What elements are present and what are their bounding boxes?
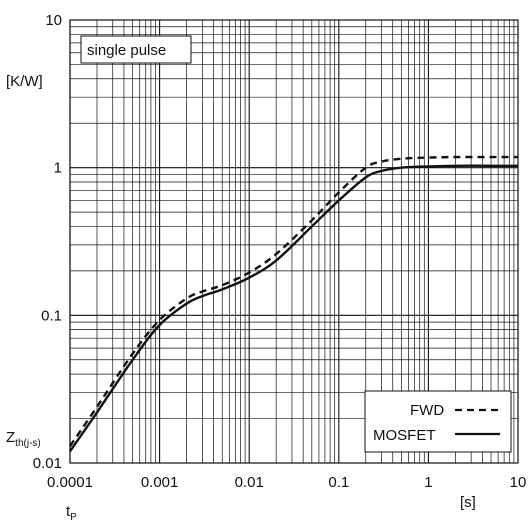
tick-labels: 0.0001 0.001 0.01 0.1 1 10 0.01 0.1 1 10 xyxy=(33,12,527,491)
legend: FWD MOSFET xyxy=(364,390,512,453)
y-axis-symbol: Zth(j-s) xyxy=(6,429,41,449)
plot-frame xyxy=(69,19,519,464)
series-line-fwd xyxy=(69,155,518,447)
series-layer xyxy=(69,155,518,452)
x-tick-label: 0.1 xyxy=(328,474,349,491)
x-unit-label: [s] xyxy=(460,494,476,511)
legend-label-fwd: FWD xyxy=(410,402,444,419)
x-symbol-main: t xyxy=(66,503,71,520)
annotation-box: single pulse xyxy=(80,35,192,64)
x-symbol-sub: P xyxy=(70,512,77,523)
x-tick-label: 0.001 xyxy=(141,474,179,491)
y-symbol-sub: th(j-s) xyxy=(15,438,41,449)
x-tick-label: 0.01 xyxy=(235,474,264,491)
annotation-label: single pulse xyxy=(87,42,166,59)
y-symbol-main: Z xyxy=(6,429,15,446)
x-tick-label: 1 xyxy=(424,474,432,491)
y-tick-label: 0.1 xyxy=(41,307,62,324)
legend-label-mosfet: MOSFET xyxy=(373,427,436,444)
y-tick-label: 10 xyxy=(45,12,62,29)
series-line-mosfet xyxy=(69,164,518,452)
y-tick-label: 0.01 xyxy=(33,455,62,472)
y-unit-label: [K/W] xyxy=(6,73,43,90)
x-tick-label: 10 xyxy=(510,474,527,491)
x-tick-label: 0.0001 xyxy=(47,474,93,491)
x-axis-symbol: tP xyxy=(66,503,77,523)
y-tick-label: 1 xyxy=(54,160,62,177)
